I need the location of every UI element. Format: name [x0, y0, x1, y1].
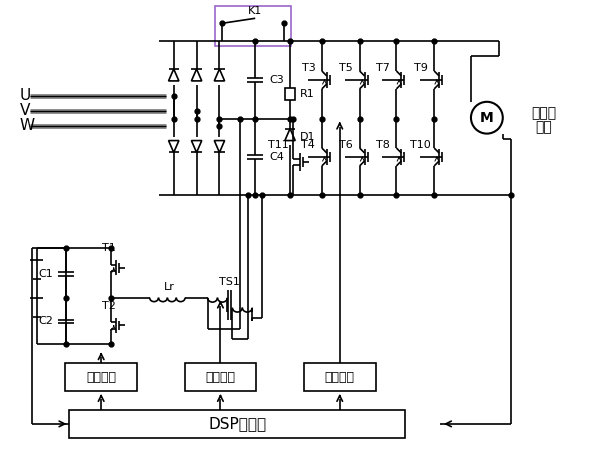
Text: 隔离驱动: 隔离驱动 — [86, 371, 116, 384]
Circle shape — [471, 102, 503, 133]
Polygon shape — [168, 140, 179, 152]
Text: V: V — [20, 103, 30, 118]
Polygon shape — [191, 140, 202, 152]
Text: C2: C2 — [38, 316, 53, 326]
Text: T8: T8 — [376, 140, 390, 150]
Text: 伺服电: 伺服电 — [531, 106, 556, 120]
Polygon shape — [215, 140, 225, 152]
Polygon shape — [168, 69, 179, 81]
Bar — [285, 88, 295, 100]
Text: U: U — [20, 88, 31, 103]
Text: 动机: 动机 — [535, 121, 552, 135]
Text: T7: T7 — [376, 63, 390, 73]
Text: T10: T10 — [410, 140, 431, 150]
Text: T3: T3 — [301, 63, 316, 73]
Text: TS1: TS1 — [219, 277, 240, 287]
Text: T1: T1 — [102, 243, 116, 253]
Bar — [216, 6, 291, 46]
Text: M: M — [480, 111, 493, 125]
Bar — [304, 363, 375, 391]
Text: K1: K1 — [248, 6, 262, 17]
Text: Lr: Lr — [164, 282, 175, 292]
Text: T6: T6 — [339, 140, 353, 150]
Polygon shape — [285, 129, 295, 140]
Text: T11: T11 — [268, 140, 289, 149]
Text: T5: T5 — [339, 63, 353, 73]
Text: D1: D1 — [300, 131, 316, 141]
Text: W: W — [20, 118, 35, 133]
Polygon shape — [191, 69, 202, 81]
Bar — [66, 363, 137, 391]
Bar — [69, 410, 405, 438]
Text: 隔离驱动: 隔离驱动 — [324, 371, 355, 384]
Text: T9: T9 — [414, 63, 428, 73]
Text: T4: T4 — [301, 140, 316, 150]
Polygon shape — [215, 69, 225, 81]
Text: C3: C3 — [269, 75, 284, 85]
Text: R1: R1 — [300, 89, 315, 99]
Text: 隔离驱动: 隔离驱动 — [206, 371, 235, 384]
Bar — [184, 363, 256, 391]
Text: T2: T2 — [102, 301, 116, 311]
Text: C1: C1 — [38, 269, 53, 279]
Text: DSP控制器: DSP控制器 — [208, 416, 267, 431]
Text: C4: C4 — [269, 152, 284, 162]
